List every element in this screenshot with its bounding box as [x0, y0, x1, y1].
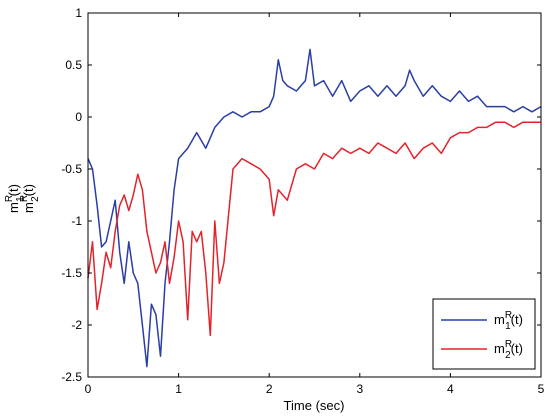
y-axis-label: mR1(t)mR2(t) — [4, 184, 41, 213]
series-layer — [87, 48, 542, 368]
plot-frame — [87, 12, 542, 378]
legend-label-2: mR 2(t) — [494, 339, 523, 361]
y-tick-label: 0.5 — [65, 58, 82, 72]
y-tick-label: -1.5 — [61, 266, 82, 280]
y-axis-label-line-1: mR1(t) — [4, 184, 26, 213]
y-axis-label-line-2: mR2(t) — [19, 184, 41, 213]
x-tick-label: 0 — [85, 382, 92, 396]
y-tick-label: -2.5 — [61, 370, 82, 384]
x-tick-label: 3 — [356, 382, 363, 396]
x-tick-label: 2 — [266, 382, 273, 396]
x-tick-label: 5 — [538, 382, 545, 396]
legend-box — [432, 298, 536, 370]
y-tick-label: 0 — [75, 110, 82, 124]
x-tick-label: 4 — [447, 382, 454, 396]
y-tick-label: -0.5 — [61, 162, 82, 176]
y-tick-label: -1 — [71, 214, 82, 228]
y-tick-label: 1 — [75, 6, 82, 20]
x-axis-label: Time (sec) — [284, 398, 345, 413]
legend-label-1: mR 1(t) — [494, 310, 523, 332]
series-line-2 — [87, 121, 541, 337]
x-tick-label: 1 — [175, 382, 182, 396]
series-line-1 — [87, 48, 542, 368]
legend: mR 1(t) mR 2(t) — [432, 298, 536, 370]
y-tick-label: -2 — [71, 318, 82, 332]
ticks-layer: 0 1 2 3 4 5 1 0.5 0 -0.5 -1 -1.5 -2 -2.5 — [61, 6, 544, 396]
